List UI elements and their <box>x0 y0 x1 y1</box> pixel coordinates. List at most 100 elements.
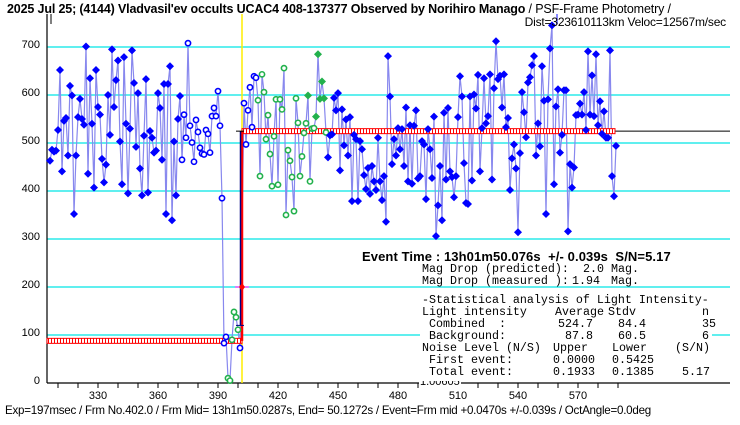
data-point <box>370 177 378 186</box>
data-point <box>58 167 66 176</box>
data-point <box>88 119 96 128</box>
data-point <box>452 172 460 181</box>
data-point <box>358 145 366 154</box>
data-point <box>168 216 176 225</box>
data-point-open <box>178 156 186 164</box>
data-point <box>114 56 122 65</box>
data-point <box>84 169 92 178</box>
data-point <box>120 53 128 62</box>
data-point <box>442 175 450 184</box>
data-point <box>338 105 346 114</box>
data-point <box>104 91 112 99</box>
data-point <box>510 140 518 149</box>
stats-col-average: Average <box>555 305 604 319</box>
data-point-open-green <box>234 326 242 334</box>
data-point-open-green <box>288 173 296 181</box>
data-point <box>54 126 62 135</box>
data-point <box>334 89 342 98</box>
mag-drop-measured-value: 1.94 <box>572 274 600 288</box>
data-point <box>158 155 166 164</box>
data-point <box>360 171 368 180</box>
data-point <box>118 180 126 189</box>
data-point <box>46 156 54 165</box>
data-point-open <box>240 99 248 107</box>
data-point <box>434 201 442 210</box>
data-point <box>148 133 156 142</box>
x-tick-label: 330 <box>88 390 108 402</box>
data-point <box>436 162 444 171</box>
data-point <box>354 197 362 206</box>
mag-drop-predicted-label: Mag Drop (predicted): <box>422 262 569 276</box>
data-point <box>562 86 570 95</box>
data-point <box>98 154 106 163</box>
title-main: 2025 Jul 25; (4144) Vladvasil'ev occults… <box>7 2 526 16</box>
data-point <box>172 191 180 200</box>
data-point <box>410 121 418 130</box>
data-point <box>346 113 354 122</box>
data-point <box>130 79 138 87</box>
data-point <box>550 180 558 189</box>
x-tick-label: 450 <box>328 390 348 402</box>
data-point <box>126 124 134 133</box>
y-tick-label: 500 <box>21 135 40 147</box>
event-panel: Event Time : 13h01m50.076s +/- 0.039s S/… <box>360 249 714 382</box>
background-label: Background: <box>429 329 506 343</box>
data-point-open <box>190 158 198 166</box>
data-point <box>492 37 500 46</box>
data-point <box>478 124 486 133</box>
data-point <box>108 45 116 54</box>
data-point <box>166 62 174 71</box>
x-tick-label: 390 <box>208 390 228 402</box>
data-point <box>518 88 526 97</box>
background-average: 87.8 <box>565 329 593 343</box>
total-event-lower: 0.1385 <box>612 365 654 379</box>
data-point-open <box>206 149 214 156</box>
data-point-open <box>186 122 194 130</box>
noise-label: Noise Level (N/S) <box>422 341 541 355</box>
data-point <box>140 131 148 140</box>
data-point <box>482 119 490 128</box>
data-point <box>134 89 142 98</box>
data-point-open <box>214 87 222 95</box>
x-tick-label: 360 <box>148 390 168 402</box>
data-point <box>128 46 136 55</box>
data-point <box>86 74 94 83</box>
data-point-open <box>220 339 228 347</box>
data-point-open-green <box>256 172 264 180</box>
data-point <box>424 125 432 134</box>
data-point <box>548 21 556 30</box>
data-point-open-green <box>310 124 318 132</box>
data-point <box>136 164 144 173</box>
data-point-open-green <box>322 129 330 136</box>
x-tick-label: 570 <box>568 390 588 402</box>
data-point <box>138 191 146 200</box>
data-point <box>558 130 566 139</box>
background-stdv: 60.5 <box>618 329 646 343</box>
data-point <box>102 160 110 169</box>
data-point <box>112 76 120 85</box>
data-point <box>378 196 386 205</box>
data-point-open <box>236 344 244 352</box>
data-point <box>546 44 554 53</box>
data-point <box>152 146 160 155</box>
data-point <box>374 133 382 142</box>
data-point <box>592 50 600 59</box>
data-point <box>76 94 84 103</box>
data-point <box>392 151 400 160</box>
data-point <box>532 151 540 160</box>
data-point-open <box>200 151 208 158</box>
data-point-open-green <box>280 64 288 72</box>
data-point-open <box>192 116 200 124</box>
data-point-green <box>314 50 322 59</box>
data-point <box>122 119 130 128</box>
data-point <box>90 183 98 192</box>
data-point <box>526 73 534 82</box>
data-point <box>328 130 336 139</box>
data-point <box>406 121 414 130</box>
data-point <box>464 199 472 208</box>
combined-stdv: 84.4 <box>618 317 646 331</box>
data-point <box>432 232 440 241</box>
data-point <box>476 167 484 176</box>
data-point-open <box>218 194 226 202</box>
data-point <box>430 112 438 121</box>
